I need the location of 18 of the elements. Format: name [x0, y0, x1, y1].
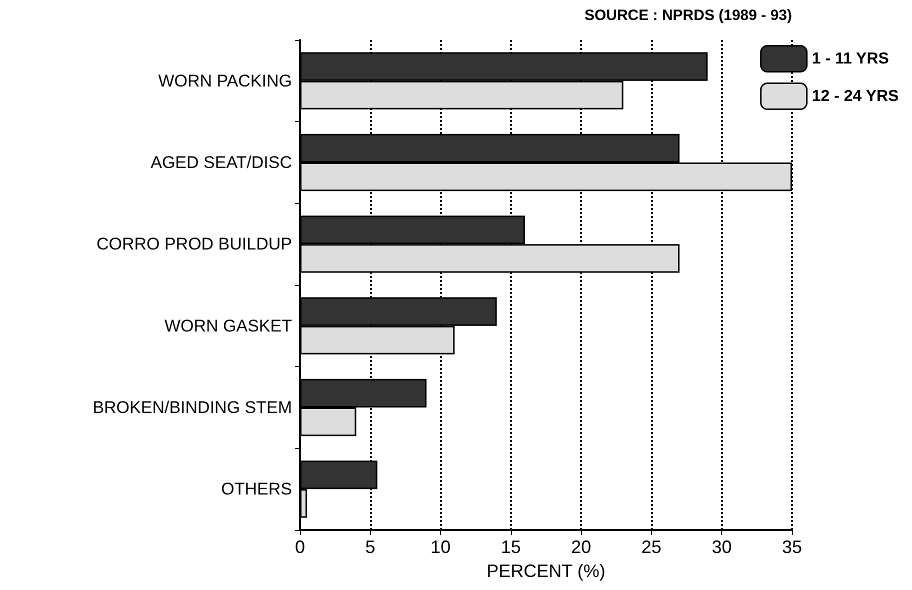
y-tick-label: OTHERS — [221, 480, 292, 499]
x-tick-label: 30 — [712, 537, 732, 557]
x-tick-label: 10 — [430, 537, 451, 557]
y-tick-label: WORN PACKING — [158, 71, 292, 90]
y-tick-label: AGED SEAT/DISC — [150, 153, 292, 172]
y-tick-label: WORN GASKET — [164, 316, 292, 336]
x-tick-label: 25 — [641, 537, 662, 557]
x-tick-label: 15 — [500, 537, 521, 557]
legend-label: 1 - 11 YRS — [812, 50, 890, 68]
x-tick-label: 35 — [782, 537, 802, 557]
x-axis-title: PERCENT (%) — [486, 561, 606, 581]
y-tick-label: CORRO PROD BUILDUP — [96, 234, 292, 254]
y-tick-label: BROKEN/BINDING STEM — [92, 398, 292, 417]
legend-label: 12 - 24 YRS — [812, 88, 900, 105]
x-tick-label: 5 — [365, 537, 376, 557]
x-tick-label: 20 — [571, 537, 592, 557]
source-note: SOURCE : NPRDS (1989 - 93) — [584, 7, 792, 24]
x-tick-label: 0 — [294, 537, 306, 557]
